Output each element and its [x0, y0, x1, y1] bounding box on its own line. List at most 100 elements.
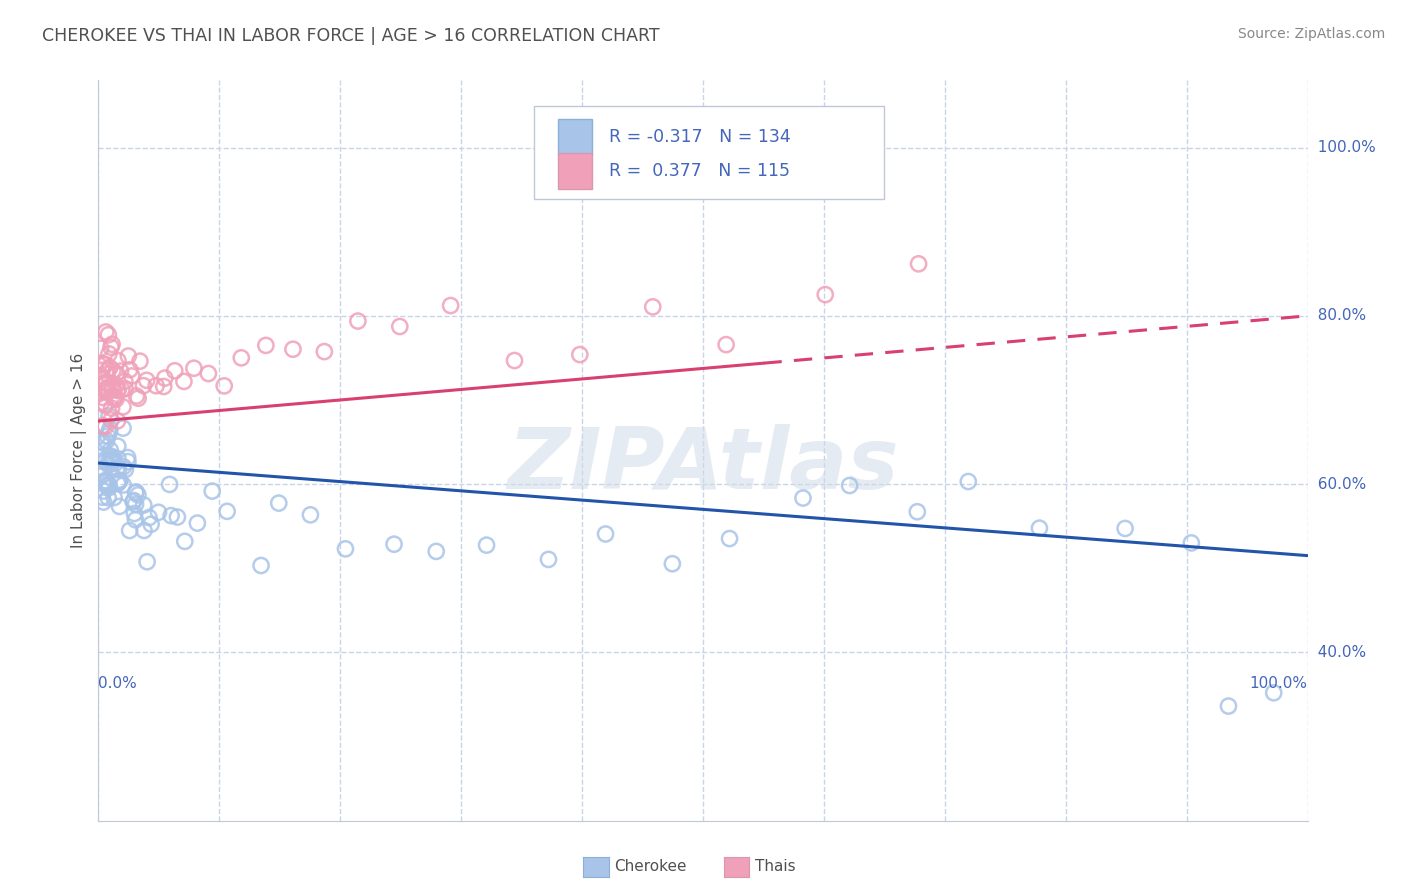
- Point: [97, 347, 120, 361]
- Point: [382, 537, 405, 551]
- Point: [152, 379, 174, 393]
- Point: [166, 510, 188, 524]
- Point: [503, 353, 526, 368]
- Point: [641, 300, 664, 314]
- Point: [104, 379, 127, 393]
- Point: [153, 371, 176, 385]
- Point: [96, 382, 118, 396]
- Point: [1263, 686, 1285, 700]
- Point: [129, 354, 152, 368]
- Point: [107, 414, 129, 428]
- Point: [93, 475, 115, 490]
- Point: [183, 361, 205, 376]
- Point: [100, 413, 122, 427]
- Point: [212, 379, 235, 393]
- Point: [105, 461, 128, 475]
- Text: Cherokee: Cherokee: [614, 859, 688, 873]
- Point: [139, 517, 162, 532]
- Point: [122, 493, 145, 508]
- Point: [91, 419, 114, 434]
- Point: [97, 384, 120, 399]
- Point: [114, 462, 136, 476]
- Point: [347, 314, 370, 328]
- Point: [98, 453, 121, 467]
- Point: [135, 373, 157, 387]
- Point: [905, 505, 928, 519]
- Point: [94, 455, 117, 469]
- Text: Thais: Thais: [755, 859, 796, 873]
- Point: [145, 378, 167, 392]
- Point: [661, 557, 683, 571]
- Point: [254, 338, 277, 352]
- Point: [91, 358, 114, 372]
- Point: [93, 484, 115, 499]
- Point: [792, 491, 814, 505]
- Point: [91, 418, 114, 433]
- Y-axis label: In Labor Force | Age > 16: In Labor Force | Age > 16: [72, 353, 87, 548]
- Point: [159, 477, 181, 491]
- Point: [100, 401, 122, 416]
- Point: [440, 299, 463, 313]
- Point: [124, 507, 146, 521]
- Text: 0.0%: 0.0%: [98, 676, 138, 691]
- Point: [107, 353, 129, 368]
- Point: [335, 541, 357, 556]
- Point: [231, 351, 253, 365]
- Point: [98, 409, 121, 423]
- Text: 100.0%: 100.0%: [1308, 140, 1375, 155]
- Point: [124, 485, 146, 500]
- Point: [136, 555, 159, 569]
- Point: [104, 390, 127, 404]
- Point: [96, 383, 118, 397]
- Point: [89, 462, 111, 476]
- Point: [107, 463, 129, 477]
- Point: [117, 349, 139, 363]
- Point: [98, 425, 121, 440]
- Point: [124, 497, 146, 511]
- Point: [163, 364, 186, 378]
- Point: [197, 367, 219, 381]
- Point: [132, 524, 155, 538]
- Point: [97, 380, 120, 394]
- Point: [97, 458, 120, 472]
- Point: [96, 434, 118, 448]
- Text: Source: ZipAtlas.com: Source: ZipAtlas.com: [1237, 27, 1385, 41]
- Point: [87, 387, 110, 401]
- Point: [907, 257, 929, 271]
- Point: [107, 475, 129, 490]
- Point: [94, 398, 117, 412]
- FancyBboxPatch shape: [534, 106, 884, 199]
- Point: [108, 473, 131, 487]
- Point: [127, 488, 149, 502]
- Point: [107, 451, 129, 466]
- Point: [98, 478, 121, 492]
- Point: [101, 382, 124, 396]
- Point: [117, 455, 139, 469]
- Bar: [558, 153, 592, 189]
- Point: [104, 392, 127, 407]
- Point: [118, 362, 141, 376]
- Point: [186, 516, 208, 530]
- Point: [103, 491, 125, 505]
- Point: [90, 369, 112, 384]
- Point: [110, 364, 132, 378]
- Point: [299, 508, 322, 522]
- Point: [838, 478, 860, 492]
- Point: [388, 319, 411, 334]
- Point: [267, 496, 290, 510]
- Point: [101, 364, 124, 378]
- Point: [93, 474, 115, 488]
- Point: [98, 422, 121, 436]
- Point: [125, 484, 148, 499]
- Point: [537, 552, 560, 566]
- Text: R =  0.377   N = 115: R = 0.377 N = 115: [609, 162, 790, 180]
- Point: [118, 524, 141, 538]
- Text: 60.0%: 60.0%: [1308, 476, 1365, 491]
- Bar: [558, 120, 592, 155]
- Point: [96, 376, 118, 390]
- Point: [111, 400, 134, 414]
- Point: [148, 505, 170, 519]
- Point: [173, 375, 195, 389]
- Point: [1114, 521, 1136, 535]
- Point: [90, 435, 112, 450]
